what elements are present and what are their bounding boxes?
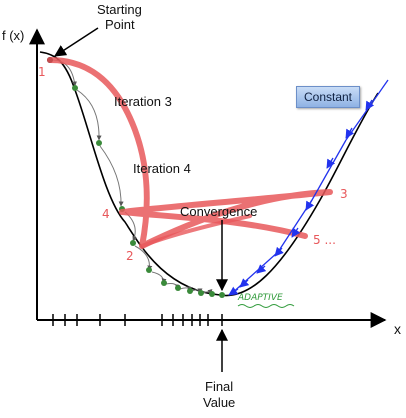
final-value-label-line1: Final	[205, 379, 233, 394]
starting-point-label-line1: Starting	[97, 2, 142, 17]
x-axis-label: x	[394, 321, 401, 337]
step-number-1: 1	[38, 65, 46, 79]
adaptive-path-extra	[140, 214, 252, 248]
step-number-4: 4	[102, 207, 110, 221]
iteration4-label: Iteration 4	[133, 161, 191, 176]
function-curve	[39, 51, 379, 297]
step-number-5: 5 ...	[313, 233, 336, 247]
x-axis-ticks	[52, 314, 223, 326]
constant-label: Constant	[303, 90, 353, 104]
final-value-label-line2: Value	[203, 395, 235, 410]
iteration3-label: Iteration 3	[114, 94, 172, 109]
y-axis-label: f (x)	[2, 28, 24, 43]
constant-label-box: Constant	[296, 86, 360, 108]
constant-step-arrows	[228, 79, 389, 296]
adaptive-label: ADAPTIVE	[237, 293, 283, 303]
step-number-2: 2	[126, 249, 134, 263]
starting-point-label-line2: Point	[105, 17, 135, 32]
step-number-3: 3	[340, 187, 348, 201]
convergence-label: Convergence	[180, 204, 257, 219]
adaptive-path	[47, 57, 333, 249]
starting-point-arrow	[53, 27, 99, 57]
adaptive-underline	[237, 304, 295, 308]
